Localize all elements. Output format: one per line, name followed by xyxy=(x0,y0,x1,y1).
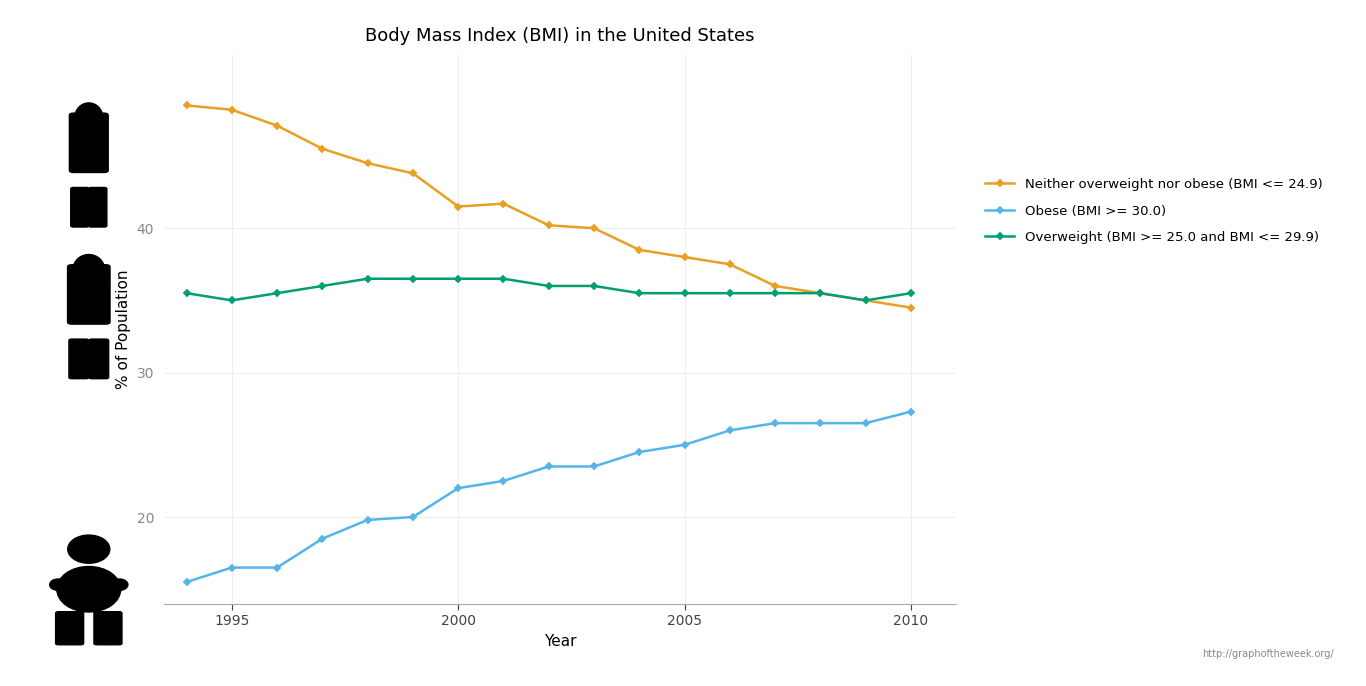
Obese (BMI >= 30.0) xyxy=(766,419,783,427)
Text: http://graphoftheweek.org/: http://graphoftheweek.org/ xyxy=(1202,648,1333,659)
Title: Body Mass Index (BMI) in the United States: Body Mass Index (BMI) in the United Stat… xyxy=(365,27,755,45)
Neither overweight nor obese (BMI <= 24.9) xyxy=(496,200,512,208)
Overweight (BMI >= 25.0 and BMI <= 29.9) xyxy=(813,289,829,297)
Overweight (BMI >= 25.0 and BMI <= 29.9) xyxy=(269,289,285,297)
Overweight (BMI >= 25.0 and BMI <= 29.9) xyxy=(903,289,919,297)
Neither overweight nor obese (BMI <= 24.9) xyxy=(224,106,240,114)
Obese (BMI >= 30.0) xyxy=(179,578,195,586)
Obese (BMI >= 30.0) xyxy=(314,534,331,543)
Neither overweight nor obese (BMI <= 24.9) xyxy=(449,202,466,211)
Overweight (BMI >= 25.0 and BMI <= 29.9) xyxy=(496,274,512,283)
Obese (BMI >= 30.0) xyxy=(541,462,557,471)
Y-axis label: % of Population: % of Population xyxy=(116,270,131,389)
Obese (BMI >= 30.0) xyxy=(721,426,738,434)
Obese (BMI >= 30.0) xyxy=(269,563,285,571)
Neither overweight nor obese (BMI <= 24.9) xyxy=(179,102,195,110)
Overweight (BMI >= 25.0 and BMI <= 29.9) xyxy=(721,289,738,297)
Overweight (BMI >= 25.0 and BMI <= 29.9) xyxy=(359,274,376,283)
Obese (BMI >= 30.0) xyxy=(586,462,602,471)
Overweight (BMI >= 25.0 and BMI <= 29.9) xyxy=(449,274,466,283)
Obese (BMI >= 30.0) xyxy=(224,563,240,571)
Overweight (BMI >= 25.0 and BMI <= 29.9) xyxy=(631,289,647,297)
Neither overweight nor obese (BMI <= 24.9) xyxy=(903,303,919,311)
Neither overweight nor obese (BMI <= 24.9) xyxy=(541,221,557,229)
Obese (BMI >= 30.0) xyxy=(813,419,829,427)
Neither overweight nor obese (BMI <= 24.9) xyxy=(269,121,285,130)
Overweight (BMI >= 25.0 and BMI <= 29.9) xyxy=(179,289,195,297)
Line: Overweight (BMI >= 25.0 and BMI <= 29.9): Overweight (BMI >= 25.0 and BMI <= 29.9) xyxy=(183,276,914,303)
Obese (BMI >= 30.0) xyxy=(903,407,919,416)
Obese (BMI >= 30.0) xyxy=(631,448,647,456)
Obese (BMI >= 30.0) xyxy=(359,516,376,524)
Line: Obese (BMI >= 30.0): Obese (BMI >= 30.0) xyxy=(183,408,914,585)
Obese (BMI >= 30.0) xyxy=(676,440,693,449)
Overweight (BMI >= 25.0 and BMI <= 29.9) xyxy=(541,282,557,290)
Neither overweight nor obese (BMI <= 24.9) xyxy=(586,224,602,233)
Overweight (BMI >= 25.0 and BMI <= 29.9) xyxy=(224,296,240,305)
Overweight (BMI >= 25.0 and BMI <= 29.9) xyxy=(858,296,874,305)
Obese (BMI >= 30.0) xyxy=(404,513,421,521)
Neither overweight nor obese (BMI <= 24.9) xyxy=(721,260,738,268)
X-axis label: Year: Year xyxy=(544,634,576,649)
Neither overweight nor obese (BMI <= 24.9) xyxy=(404,169,421,178)
Neither overweight nor obese (BMI <= 24.9) xyxy=(314,145,331,153)
Legend: Neither overweight nor obese (BMI <= 24.9), Obese (BMI >= 30.0), Overweight (BMI: Neither overweight nor obese (BMI <= 24.… xyxy=(978,172,1329,251)
Neither overweight nor obese (BMI <= 24.9) xyxy=(359,159,376,167)
Overweight (BMI >= 25.0 and BMI <= 29.9) xyxy=(676,289,693,297)
Neither overweight nor obese (BMI <= 24.9) xyxy=(631,246,647,254)
Obese (BMI >= 30.0) xyxy=(858,419,874,427)
Obese (BMI >= 30.0) xyxy=(449,484,466,493)
Overweight (BMI >= 25.0 and BMI <= 29.9) xyxy=(766,289,783,297)
Neither overweight nor obese (BMI <= 24.9) xyxy=(858,296,874,305)
Neither overweight nor obese (BMI <= 24.9) xyxy=(766,282,783,290)
Overweight (BMI >= 25.0 and BMI <= 29.9) xyxy=(586,282,602,290)
Overweight (BMI >= 25.0 and BMI <= 29.9) xyxy=(404,274,421,283)
Obese (BMI >= 30.0) xyxy=(496,477,512,485)
Neither overweight nor obese (BMI <= 24.9) xyxy=(813,289,829,297)
Line: Neither overweight nor obese (BMI <= 24.9): Neither overweight nor obese (BMI <= 24.… xyxy=(183,102,914,311)
Neither overweight nor obese (BMI <= 24.9) xyxy=(676,253,693,261)
Overweight (BMI >= 25.0 and BMI <= 29.9) xyxy=(314,282,331,290)
